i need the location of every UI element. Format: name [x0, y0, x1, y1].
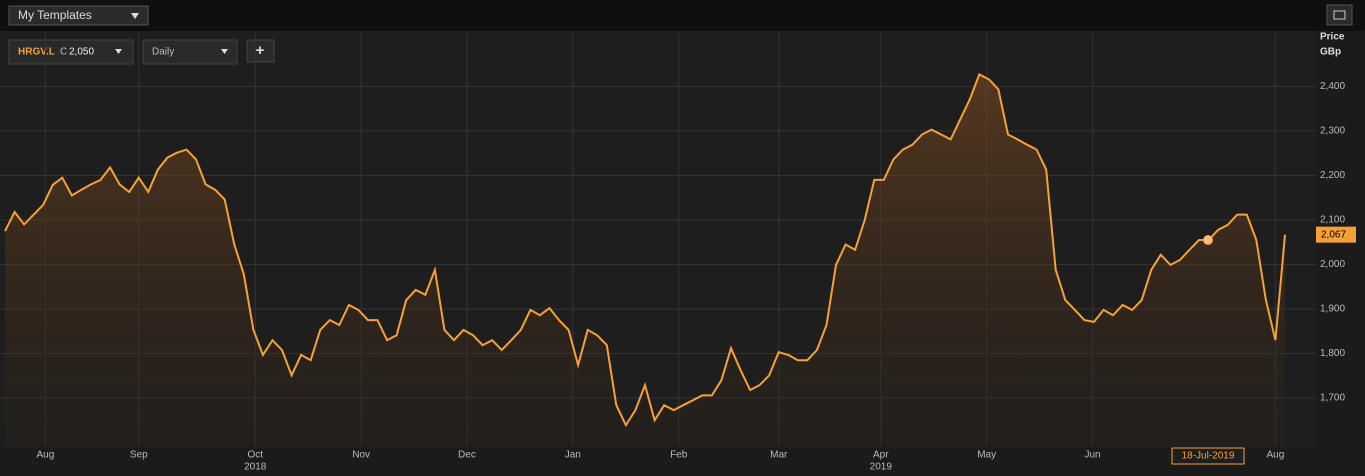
crosshair-date: 18-Jul-2019	[1182, 451, 1235, 462]
print-button[interactable]	[1326, 4, 1353, 26]
ticker: HRGV.L	[18, 47, 55, 58]
x-tick-label: Jun	[1084, 450, 1100, 461]
dropdown-arrow	[131, 13, 139, 19]
x-tick-label: May	[977, 450, 996, 461]
area	[5, 74, 1285, 448]
y-tick-label: 2,200	[1320, 170, 1345, 181]
y-tick-label: 1,700	[1320, 393, 1345, 404]
close-value: 2,050	[69, 47, 94, 58]
x-tick-label: Jan	[565, 450, 581, 461]
last-value-box	[1316, 226, 1356, 243]
x-tick-label: Oct	[247, 450, 263, 461]
x-tick-label: Feb	[670, 450, 688, 461]
crosshair-dot	[1203, 235, 1214, 245]
interval-box[interactable]	[142, 39, 238, 65]
ticker-box[interactable]	[8, 39, 134, 65]
x-tick-label: Sep	[130, 450, 148, 461]
y-tick-label: 2,400	[1320, 81, 1345, 92]
x-tick-label: Aug	[37, 450, 55, 461]
x-tick-label: Apr	[873, 450, 889, 461]
axis-unit: GBp	[1320, 47, 1341, 58]
y-tick-label: 2,000	[1320, 259, 1345, 270]
templates-dropdown[interactable]	[8, 5, 149, 26]
y-tick-label: 1,900	[1320, 304, 1345, 315]
templates-label: My Templates	[18, 8, 92, 22]
add-button[interactable]	[246, 39, 275, 63]
x-tick-label: Nov	[352, 450, 370, 461]
add-label: +	[256, 42, 265, 59]
crosshair-date-box	[1171, 447, 1245, 465]
dropdown-arrow	[115, 49, 122, 54]
x-tick-label: Aug	[1266, 450, 1284, 461]
dropdown-arrow	[221, 49, 228, 54]
interval: Daily	[152, 47, 174, 58]
year-label: 2018	[244, 462, 267, 473]
price-line	[4, 73, 1286, 428]
last-value-label: 2,067	[1321, 229, 1346, 240]
year-label: 2019	[870, 462, 893, 473]
x-tick-label: Mar	[770, 450, 788, 461]
x-tick-label: Dec	[458, 450, 476, 461]
y-tick-label: 1,800	[1320, 348, 1345, 359]
print-icon	[1333, 10, 1346, 20]
y-tick-label: 2,300	[1320, 126, 1345, 137]
axis-title: Price	[1320, 32, 1345, 43]
close-prefix: C	[60, 47, 67, 58]
y-tick-label: 2,100	[1320, 215, 1345, 226]
top-bar	[0, 0, 1365, 31]
